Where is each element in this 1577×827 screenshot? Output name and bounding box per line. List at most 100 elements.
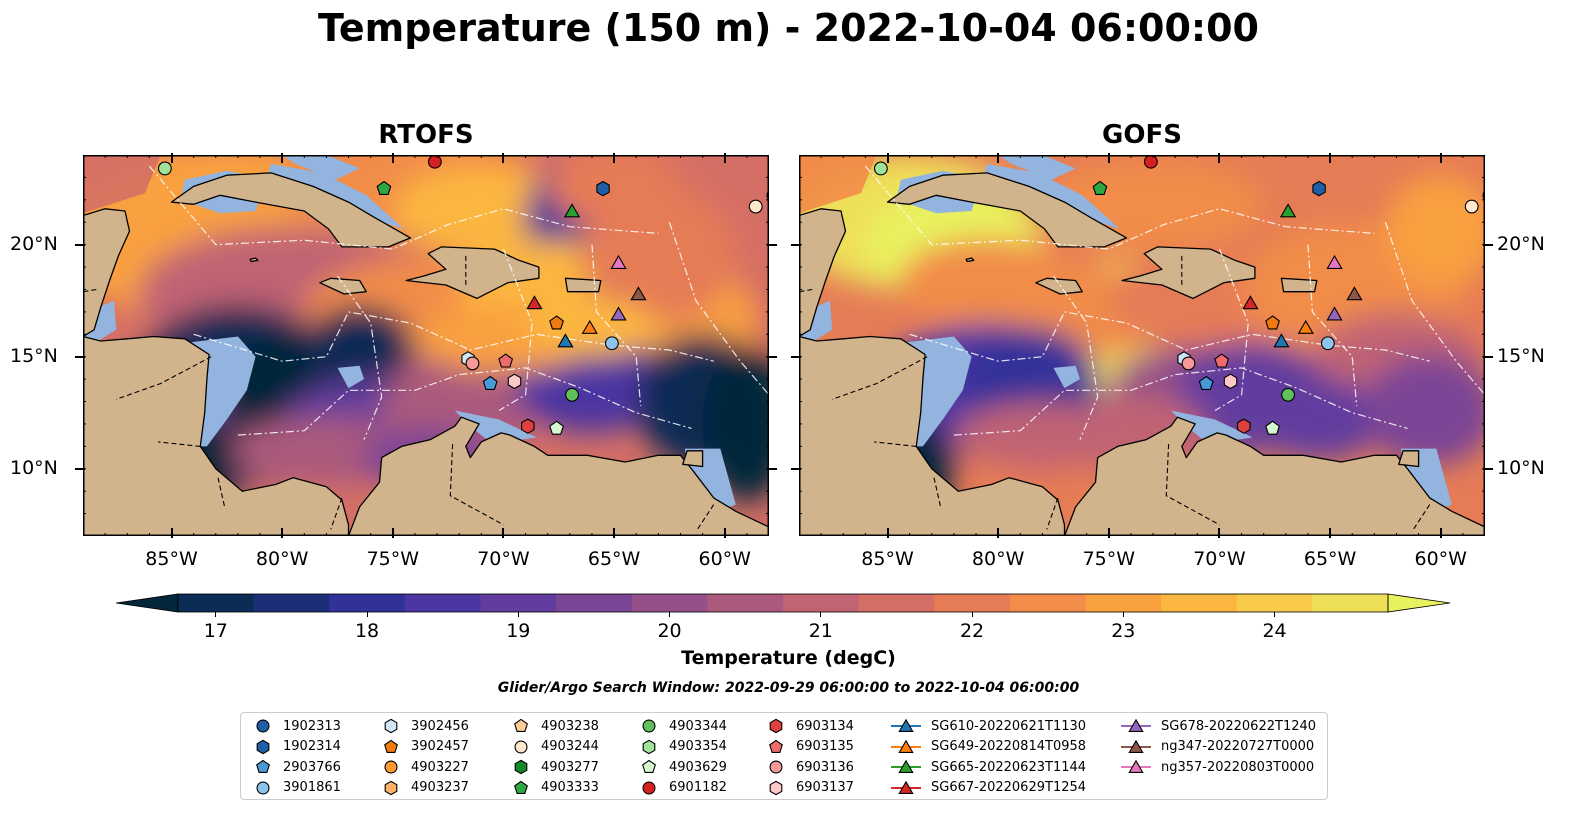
legend-label: ng347-20220727T0000 <box>1161 739 1315 754</box>
circle-marker <box>1181 356 1196 371</box>
land-puerto <box>1280 277 1318 293</box>
colorbar-segment <box>329 594 406 612</box>
colorbar-tick <box>517 612 519 617</box>
circle-marker <box>604 336 619 351</box>
land-jamaica <box>319 277 367 295</box>
pentagon-icon <box>514 718 528 732</box>
hexagon-marker <box>596 180 610 197</box>
circle-marker <box>642 781 656 794</box>
legend-label: 6901182 <box>669 780 727 795</box>
x-major-tick <box>502 528 505 538</box>
circle-icon <box>256 719 270 733</box>
legend-label: SG667-20220629T1254 <box>931 780 1087 795</box>
legend-label: 4903354 <box>669 739 727 754</box>
triangle-marker <box>563 203 581 218</box>
legend-label: 4903629 <box>669 759 727 775</box>
triangle-marker <box>1326 306 1343 321</box>
x-major-tick <box>723 153 726 163</box>
x-major-tick <box>886 153 889 163</box>
pentagon-marker <box>256 759 270 773</box>
legend-item: SG649-20220814T0958 <box>891 737 1086 757</box>
eez-boundary <box>1307 244 1358 407</box>
y-major-tick <box>75 355 85 358</box>
pentagon-marker <box>1265 420 1280 435</box>
hexagon-icon <box>769 780 783 795</box>
legend-item: 6901182 <box>639 778 727 798</box>
temperature-blob <box>1363 354 1485 467</box>
legend-label: 6903136 <box>796 759 854 775</box>
triangle-icon <box>891 739 921 753</box>
land-hispaniola <box>405 246 540 300</box>
eez-boundary <box>148 165 659 250</box>
shallow-shelf <box>898 336 972 447</box>
legend-item: 3902456 <box>381 716 469 736</box>
hexagon-icon <box>642 739 656 754</box>
country-border <box>695 504 715 532</box>
hexagon-marker <box>769 780 783 795</box>
land-cuba <box>886 172 1128 248</box>
legend-item: 2903766 <box>253 757 341 777</box>
colorbar-tick <box>1122 612 1124 617</box>
y-major-tick <box>791 243 801 246</box>
circle-marker <box>1281 387 1295 402</box>
eez-boundary <box>1384 222 1485 396</box>
shallow-shelf <box>1053 365 1080 389</box>
circle-marker <box>748 199 763 214</box>
x-major-tick <box>997 528 1000 538</box>
eez-boundary <box>498 248 533 412</box>
pentagon-marker <box>384 739 398 753</box>
land-hispaniola <box>1121 246 1256 300</box>
legend-label: SG649-20220814T0958 <box>931 739 1087 754</box>
x-tick-label: 75°W <box>1082 548 1136 570</box>
legend-item: 6903136 <box>766 757 854 777</box>
circle-marker <box>157 161 172 176</box>
legend-item: 1902313 <box>253 716 341 736</box>
land-yucatan <box>799 208 847 338</box>
x-major-tick <box>502 153 505 163</box>
x-major-tick <box>886 528 889 538</box>
triangle-marker <box>610 306 627 321</box>
eez-boundary <box>668 222 769 396</box>
pentagon-marker <box>482 375 498 390</box>
triangle-marker <box>581 319 598 334</box>
pentagon-icon <box>384 739 398 753</box>
x-tick-label: 85°W <box>145 548 198 570</box>
temperature-blob <box>304 305 415 395</box>
gulf-region <box>799 155 877 214</box>
triangle-marker <box>898 759 914 773</box>
country-border <box>217 477 226 508</box>
colorbar-tick-label: 17 <box>203 620 228 642</box>
colorbar-frame <box>177 593 1389 613</box>
x-major-tick <box>281 153 284 163</box>
x-tick-label: 60°W <box>698 548 751 570</box>
y-major-tick <box>767 467 777 470</box>
circle-icon <box>514 740 528 753</box>
x-major-tick <box>1218 528 1221 538</box>
x-major-tick <box>391 528 394 538</box>
triangle-marker <box>1128 759 1144 773</box>
legend-item: 1902314 <box>253 737 341 757</box>
pentagon-icon <box>769 739 783 753</box>
land-puerto <box>564 277 602 293</box>
map-frame <box>799 155 1485 536</box>
x-major-tick <box>1439 528 1442 538</box>
x-major-tick <box>997 153 1000 163</box>
colorbar-segment <box>858 594 935 612</box>
land-trinidad <box>1398 450 1420 468</box>
eez-boundary <box>237 367 692 436</box>
pentagon-marker <box>514 718 528 732</box>
x-major-tick <box>170 153 173 163</box>
colorbar-tick <box>820 612 822 617</box>
legend-label: 4903238 <box>541 718 599 734</box>
legend-item: 6903137 <box>766 778 854 798</box>
legend-label: 2903766 <box>283 759 341 775</box>
circle-marker <box>1143 155 1158 169</box>
circle-marker <box>427 155 442 169</box>
shallow-shelf <box>337 365 364 389</box>
y-tick-label-right: 10°N <box>1497 456 1545 479</box>
hexagon-icon <box>384 780 398 795</box>
country-border <box>874 441 917 447</box>
land-caymanA <box>965 257 975 263</box>
x-major-tick <box>1439 153 1442 163</box>
legend-item: SG678-20220622T1240 <box>1121 716 1316 736</box>
